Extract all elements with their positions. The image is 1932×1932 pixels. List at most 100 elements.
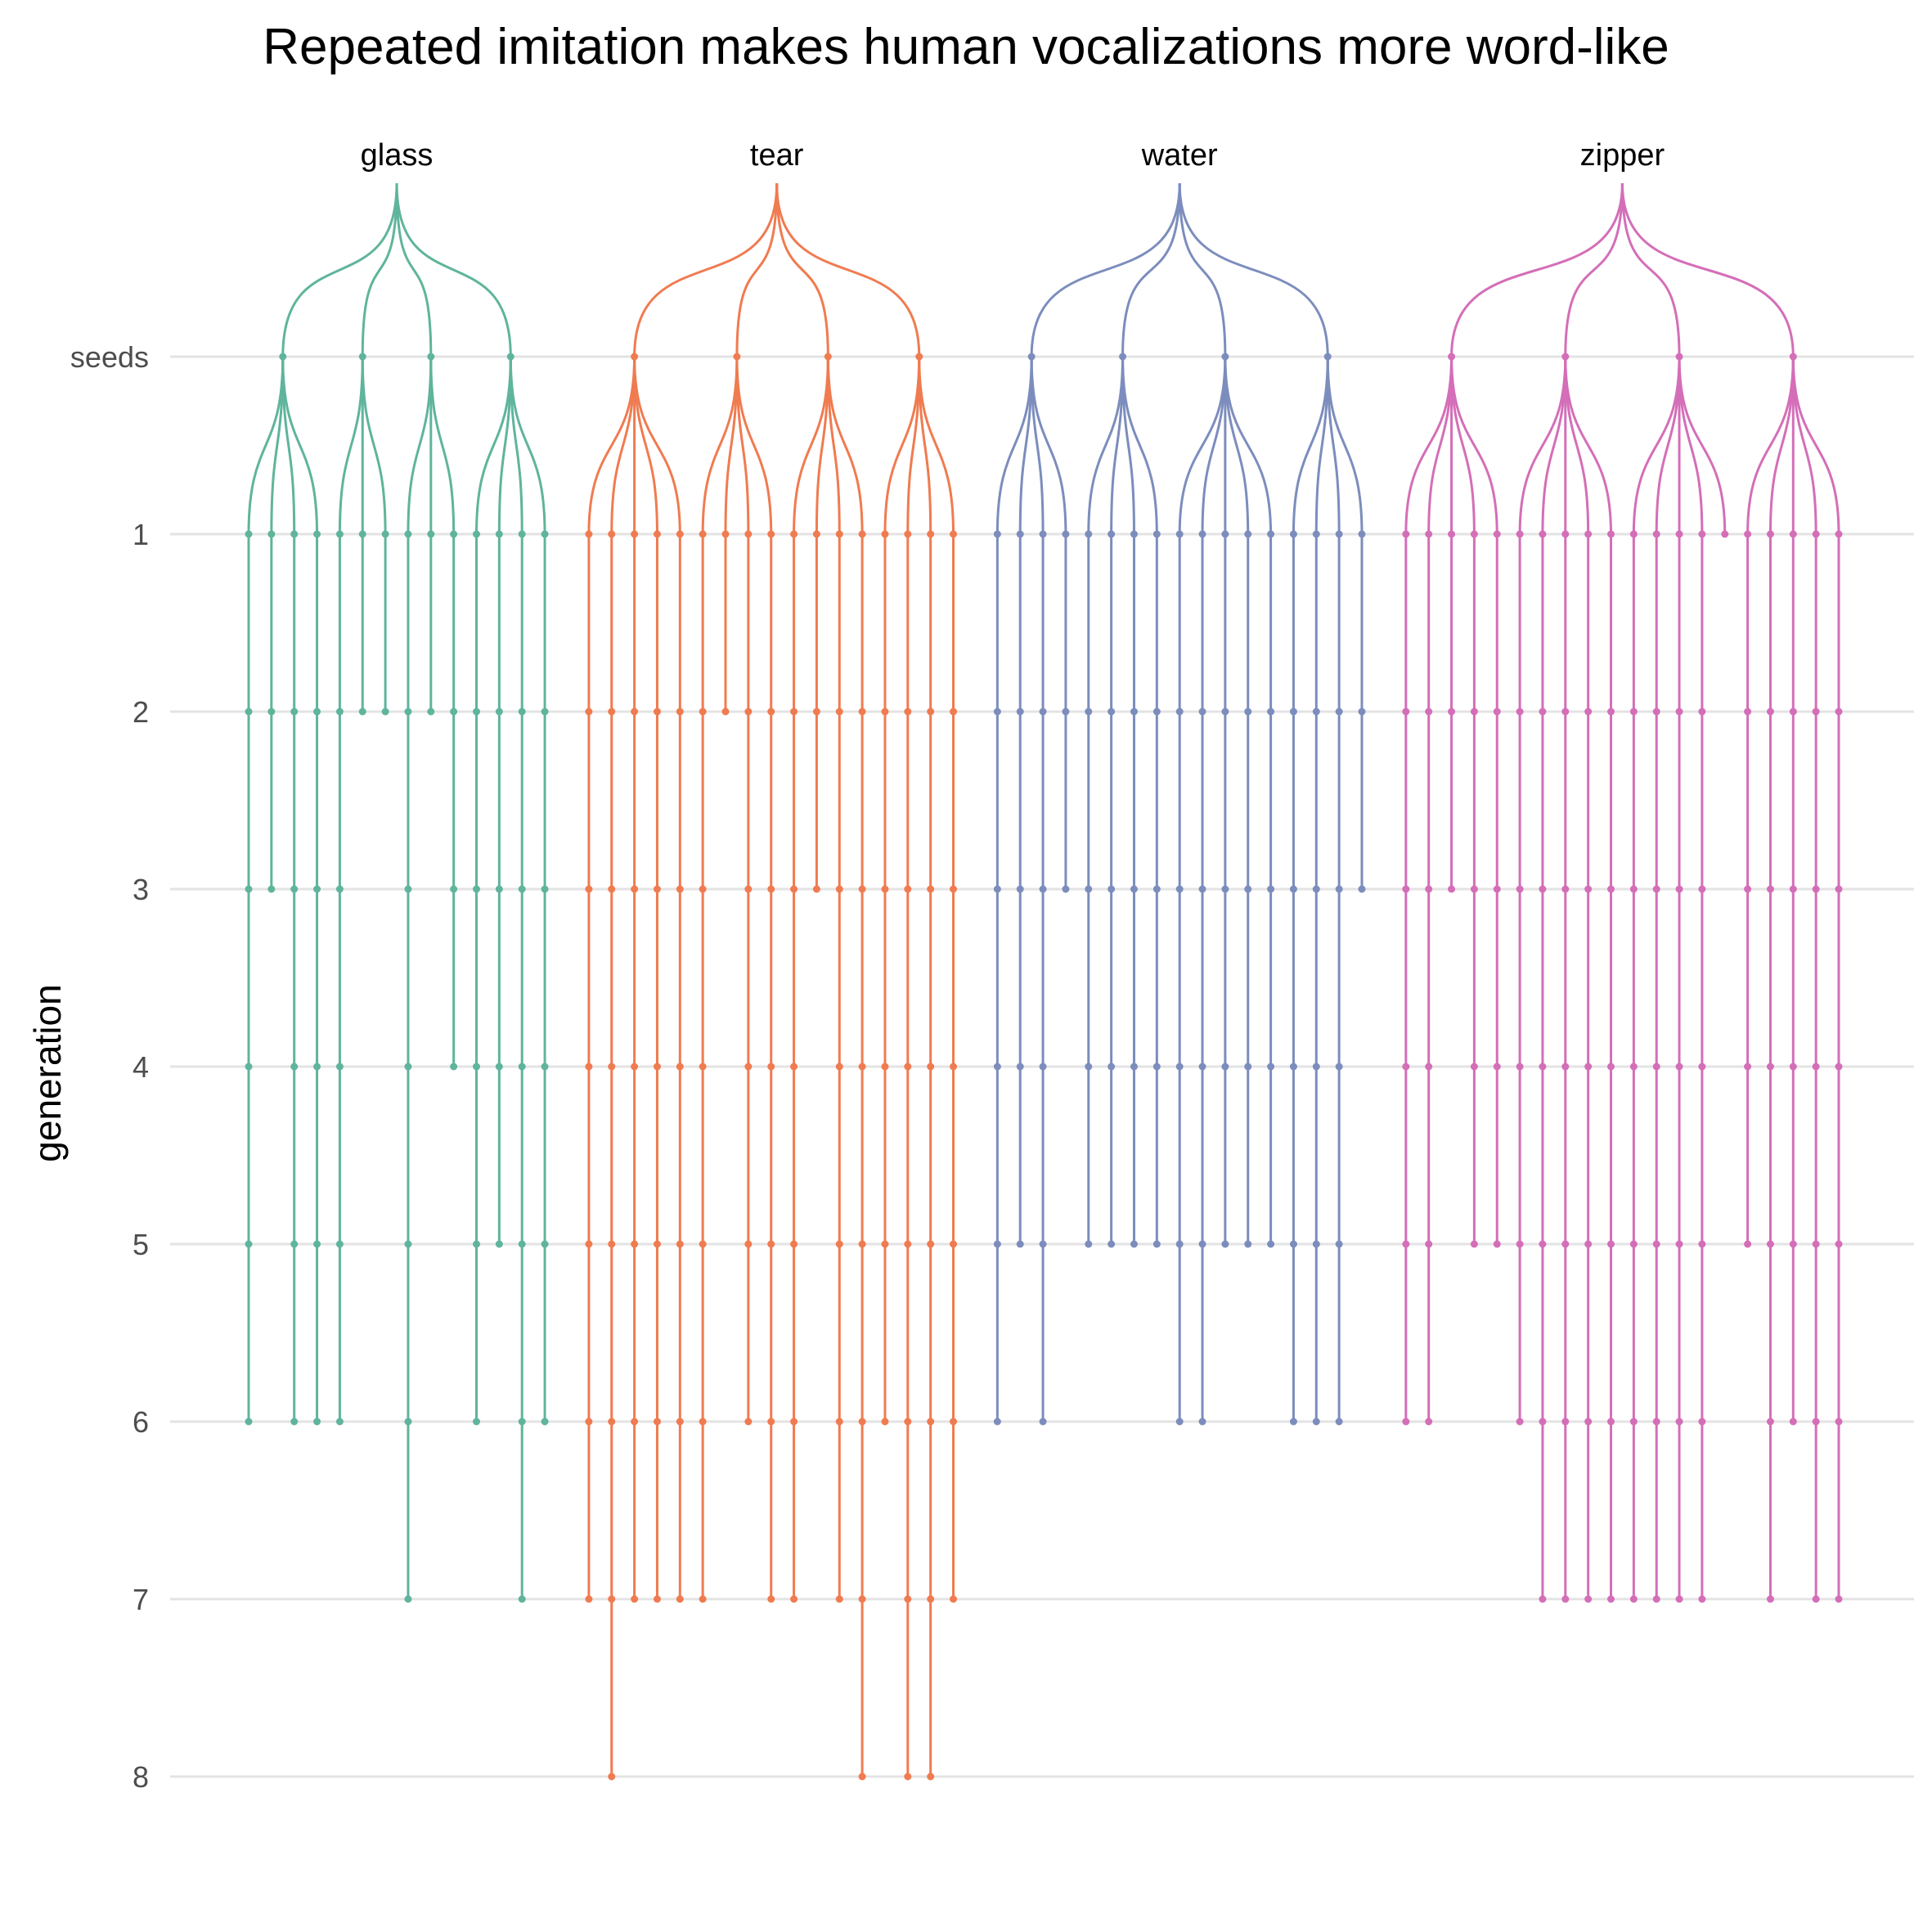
generation-node: [676, 1418, 684, 1426]
generation-node: [1516, 708, 1524, 716]
generation-node: [631, 1418, 639, 1426]
generation-node: [767, 708, 775, 716]
generation-node: [335, 1240, 344, 1248]
generation-node: [473, 1418, 481, 1426]
root-branch: [1564, 182, 1624, 357]
generation-node: [881, 885, 889, 893]
generation-node: [1539, 1240, 1547, 1248]
generation-node: [1698, 1418, 1706, 1426]
generation-node: [404, 1595, 412, 1603]
generation-node: [1516, 530, 1524, 538]
generation-node: [1016, 708, 1024, 716]
generation-node: [1516, 1063, 1524, 1071]
generation-node: [1606, 1418, 1615, 1426]
generation-node: [1812, 1418, 1820, 1426]
generation-node: [1812, 1240, 1820, 1248]
generation-node: [1744, 885, 1752, 893]
generation-node: [1835, 1418, 1843, 1426]
seed-branch: [429, 356, 456, 535]
generation-node: [993, 885, 1001, 893]
generation-node: [1335, 1240, 1343, 1248]
generation-node: [1335, 1063, 1343, 1071]
generation-node: [1561, 1063, 1570, 1071]
generation-node: [381, 530, 389, 538]
generation-node: [1358, 708, 1366, 716]
seed-node: [1221, 353, 1229, 361]
generation-node: [1561, 708, 1570, 716]
generation-node: [518, 708, 526, 716]
generation-node: [1652, 530, 1660, 538]
generation-node: [518, 1595, 526, 1603]
seed-node: [279, 353, 287, 361]
generation-node: [608, 1240, 616, 1248]
generation-node: [473, 708, 481, 716]
generation-node: [1835, 708, 1843, 716]
generation-node: [1675, 1595, 1683, 1603]
y-tick-label: 1: [133, 518, 149, 551]
generation-node: [699, 530, 707, 538]
generation-node: [1244, 1063, 1252, 1071]
generation-node: [631, 1240, 639, 1248]
generation-node: [1744, 1240, 1752, 1248]
generation-node: [1698, 1063, 1706, 1071]
generation-node: [699, 708, 707, 716]
generation-node: [835, 708, 843, 716]
generation-node: [1016, 1240, 1024, 1248]
root-branch: [735, 182, 779, 357]
generation-node: [335, 708, 344, 716]
generation-node: [1470, 708, 1478, 716]
generation-node: [676, 1240, 684, 1248]
generation-node: [245, 708, 253, 716]
generation-node: [1085, 1240, 1093, 1248]
generation-node: [313, 1418, 321, 1426]
generation-node: [1039, 1240, 1047, 1248]
seed-branch: [1224, 356, 1250, 535]
generation-node: [585, 1595, 593, 1603]
generation-node: [1289, 1240, 1297, 1248]
generation-node: [1425, 1418, 1433, 1426]
group-label-glass: glass: [361, 138, 434, 173]
generation-node: [790, 1240, 798, 1248]
generation-node: [1766, 885, 1774, 893]
generation-node: [1539, 708, 1547, 716]
root-branch: [1620, 182, 1795, 357]
generation-node: [1130, 708, 1138, 716]
generation-node: [699, 1418, 707, 1426]
generation-node: [1766, 530, 1774, 538]
root-branch: [395, 182, 433, 357]
generation-node: [585, 1240, 593, 1248]
generation-node: [290, 885, 299, 893]
seed-branch: [1121, 356, 1158, 535]
generation-node: [1812, 1595, 1820, 1603]
generation-node: [1493, 885, 1501, 893]
generation-node: [904, 1772, 912, 1781]
generation-node: [1698, 1595, 1706, 1603]
generation-node: [1130, 1240, 1138, 1248]
root-branch: [1450, 182, 1624, 357]
y-tick-label: 3: [133, 873, 149, 906]
generation-node: [993, 1063, 1001, 1071]
generation-node: [631, 708, 639, 716]
root-branch: [1178, 182, 1329, 357]
seed-branch: [1791, 356, 1817, 535]
generation-node: [653, 1418, 661, 1426]
generation-node: [1016, 530, 1024, 538]
generation-node: [450, 1063, 458, 1071]
generation-node: [1358, 885, 1366, 893]
generation-node: [404, 708, 412, 716]
seed-branch: [1224, 356, 1273, 535]
tree-water: [995, 182, 1364, 1422]
generation-node: [245, 530, 253, 538]
generation-node: [904, 1063, 912, 1071]
generation-node: [1493, 530, 1501, 538]
generation-node: [631, 530, 639, 538]
generation-node: [1744, 708, 1752, 716]
generation-node: [1130, 530, 1138, 538]
seed-node: [1448, 353, 1456, 361]
generation-node: [1584, 1240, 1593, 1248]
generation-node: [267, 530, 276, 538]
generation-node: [1039, 1063, 1047, 1071]
seed-node: [1323, 353, 1332, 361]
generation-node: [1789, 530, 1797, 538]
tree-zipper: [1404, 182, 1840, 1599]
